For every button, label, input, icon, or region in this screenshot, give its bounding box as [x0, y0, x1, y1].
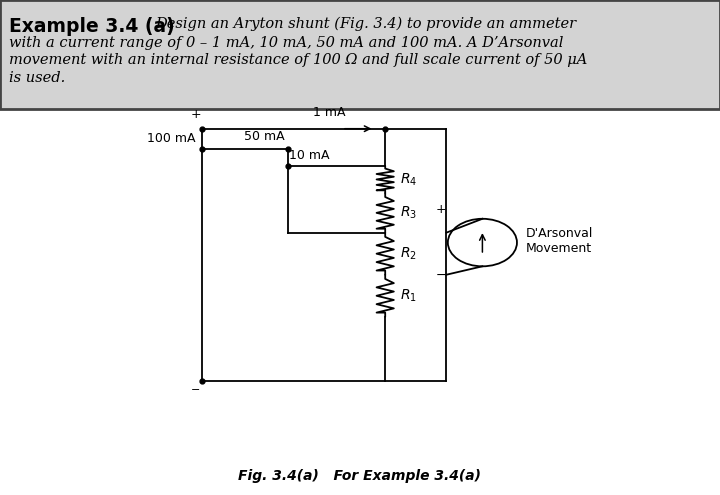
Text: movement with an internal resistance of 100 Ω and full scale current of 50 μA: movement with an internal resistance of …	[9, 53, 588, 67]
Text: Fig. 3.4(a)   For Example 3.4(a): Fig. 3.4(a) For Example 3.4(a)	[238, 469, 482, 483]
Text: +: +	[191, 108, 201, 121]
Text: $R_3$: $R_3$	[400, 204, 417, 221]
Text: D'Arsonval: D'Arsonval	[526, 227, 593, 240]
Text: Example 3.4 (a): Example 3.4 (a)	[9, 17, 175, 36]
Text: −: −	[191, 385, 201, 395]
Text: +: +	[436, 203, 446, 216]
Text: with a current range of 0 – 1 mA, 10 mA, 50 mA and 100 mA. A D’Arsonval: with a current range of 0 – 1 mA, 10 mA,…	[9, 36, 564, 50]
Text: Movement: Movement	[526, 242, 592, 255]
Text: Design an Aryton shunt (Fig. 3.4) to provide an ammeter: Design an Aryton shunt (Fig. 3.4) to pro…	[155, 17, 576, 31]
Text: −: −	[436, 269, 446, 282]
Text: 10 mA: 10 mA	[289, 149, 330, 162]
Text: 1 mA: 1 mA	[313, 106, 346, 119]
Text: $R_1$: $R_1$	[400, 288, 416, 304]
Text: is used.: is used.	[9, 71, 66, 85]
Text: 100 mA: 100 mA	[148, 132, 196, 145]
Text: 50 mA: 50 mA	[244, 130, 284, 143]
Text: $R_4$: $R_4$	[400, 171, 417, 188]
FancyBboxPatch shape	[0, 0, 720, 109]
Text: $R_2$: $R_2$	[400, 246, 416, 262]
